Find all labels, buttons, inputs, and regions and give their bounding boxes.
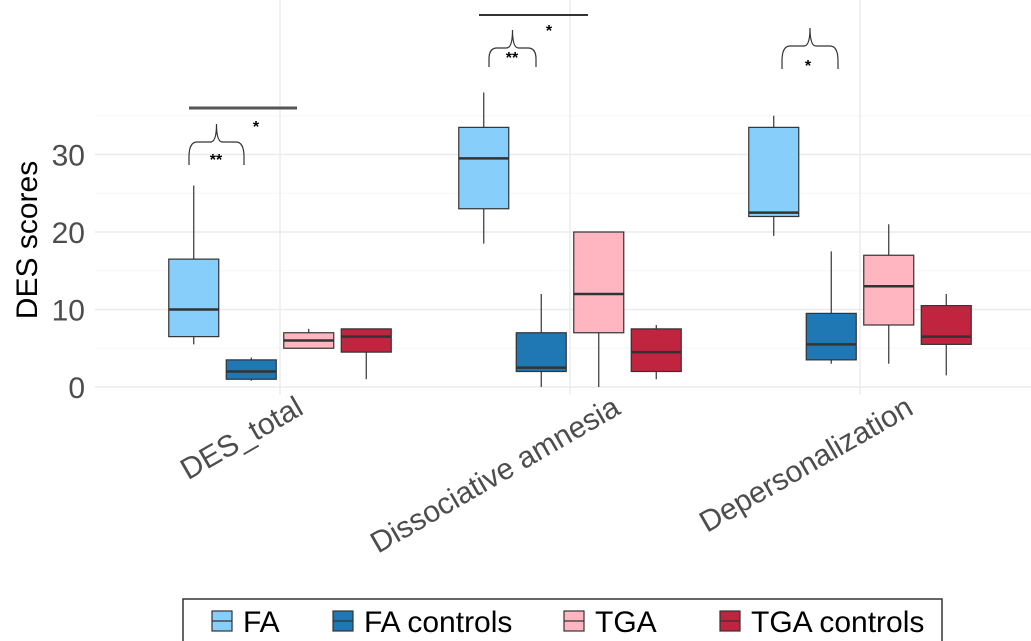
legend-entry: TGA xyxy=(563,606,657,639)
y-tick-label: 30 xyxy=(52,140,85,173)
significance-label: * xyxy=(253,119,260,136)
significance-label: * xyxy=(546,23,553,40)
x-category-label: Depersonalization xyxy=(694,390,918,539)
box xyxy=(515,332,567,373)
y-tick-label: 10 xyxy=(52,295,85,328)
box xyxy=(748,126,800,218)
y-tick-label: 20 xyxy=(52,217,85,250)
y-axis-title: DES scores xyxy=(11,161,44,319)
series-fa xyxy=(168,92,800,345)
box xyxy=(225,359,277,380)
legend: FA FA controls TGA TGA controls xyxy=(182,598,943,641)
legend-label: FA xyxy=(243,606,280,639)
legend-entry: FA xyxy=(211,606,280,639)
significance-label: ** xyxy=(506,50,519,67)
significance-label: ** xyxy=(210,152,223,169)
legend-label: FA controls xyxy=(364,606,512,639)
grid xyxy=(95,0,1031,395)
significance-brace xyxy=(188,123,245,165)
y-tick-label: 0 xyxy=(68,372,85,405)
legend-entry: FA controls xyxy=(332,606,512,639)
legend-entry: TGA controls xyxy=(719,606,924,639)
box xyxy=(168,258,220,338)
legend-frame xyxy=(182,598,943,641)
x-category-label: DES_total xyxy=(175,390,308,486)
box xyxy=(573,231,625,334)
box xyxy=(805,312,857,361)
significance-brace xyxy=(488,29,537,67)
legend-label: TGA xyxy=(595,606,657,639)
box xyxy=(458,126,510,210)
box xyxy=(863,254,915,326)
box xyxy=(630,328,682,373)
box xyxy=(340,328,392,353)
legend-label: TGA controls xyxy=(751,606,924,639)
series-tga xyxy=(283,224,915,387)
series-tga-controls xyxy=(340,294,972,380)
box xyxy=(920,305,972,345)
significance-label: * xyxy=(805,58,812,75)
significance-brace xyxy=(781,27,839,69)
x-category-label: Dissociative amnesia xyxy=(365,390,626,560)
significance-annotations xyxy=(188,14,839,165)
series-fa-controls xyxy=(225,251,857,387)
